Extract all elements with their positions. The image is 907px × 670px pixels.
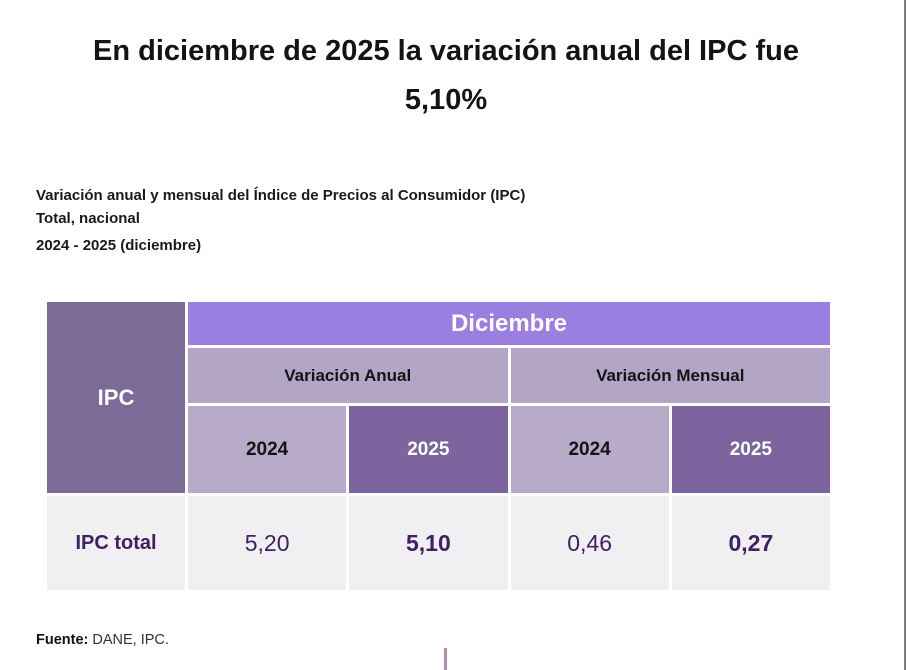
- table-caption: Variación anual y mensual del Índice de …: [36, 184, 847, 257]
- row-label-ipc-total: IPC total: [47, 496, 185, 590]
- value-annual-2024: 5,20: [188, 496, 347, 590]
- text-cursor-artifact: [444, 648, 447, 670]
- corner-header-cell: IPC: [47, 302, 185, 493]
- value-annual-2025: 5,10: [349, 496, 508, 590]
- value-monthly-2025: 0,27: [671, 496, 830, 590]
- page-title: En diciembre de 2025 la variación anual …: [30, 27, 862, 125]
- caption-period: 2024 - 2025 (diciembre): [36, 237, 202, 254]
- year-header-annual-2025: 2025: [349, 406, 508, 493]
- source-label: Fuente:: [36, 632, 89, 648]
- month-header-cell: Diciembre: [188, 302, 830, 345]
- title-line-1: En diciembre de 2025 la variación anual …: [93, 35, 799, 67]
- caption-indicator: Variación anual y mensual del Índice de …: [36, 187, 526, 204]
- group-header-annual: Variación Anual: [188, 348, 508, 403]
- source-note: Fuente: DANE, IPC.: [36, 632, 169, 648]
- ipc-variation-table: IPC Diciembre Variación Anual Variación …: [47, 302, 830, 593]
- title-line-2: 5,10%: [404, 84, 488, 116]
- source-text: DANE, IPC.: [88, 632, 169, 648]
- group-header-monthly: Variación Mensual: [510, 348, 830, 403]
- year-header-annual-2024: 2024: [188, 406, 347, 493]
- page-right-border: [904, 0, 906, 670]
- caption-coverage: Total, nacional: [36, 210, 140, 227]
- value-monthly-2024: 0,46: [510, 496, 669, 590]
- year-header-monthly-2025: 2025: [671, 406, 830, 493]
- year-header-monthly-2024: 2024: [510, 406, 669, 493]
